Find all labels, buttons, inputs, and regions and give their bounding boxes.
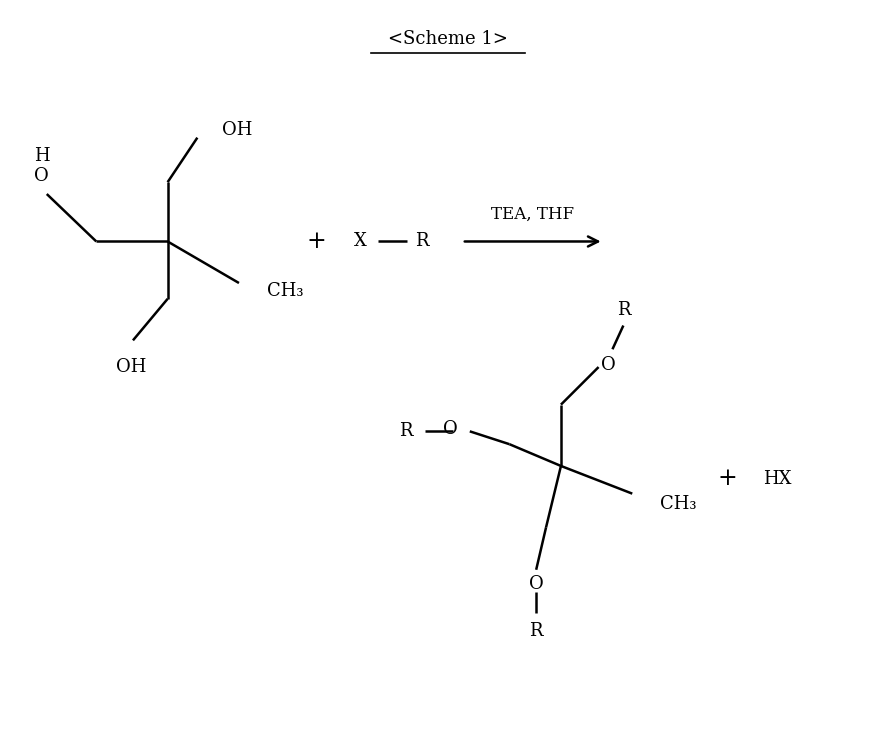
Text: X: X: [355, 232, 367, 250]
Text: H: H: [34, 148, 49, 165]
Text: R: R: [399, 422, 412, 440]
Text: +: +: [718, 467, 737, 490]
Text: HX: HX: [762, 470, 791, 488]
Text: O: O: [600, 356, 616, 374]
Text: CH₃: CH₃: [267, 282, 303, 300]
Text: O: O: [34, 167, 49, 186]
Text: R: R: [530, 622, 543, 640]
Text: OH: OH: [116, 358, 146, 376]
Text: CH₃: CH₃: [660, 495, 696, 513]
Text: O: O: [444, 420, 458, 438]
Text: TEA, THF: TEA, THF: [491, 206, 573, 223]
Text: <Scheme 1>: <Scheme 1>: [388, 30, 508, 48]
Text: R: R: [616, 301, 630, 319]
Text: +: +: [306, 230, 326, 253]
Text: R: R: [416, 232, 429, 250]
Text: O: O: [529, 574, 544, 592]
Text: OH: OH: [222, 121, 253, 139]
